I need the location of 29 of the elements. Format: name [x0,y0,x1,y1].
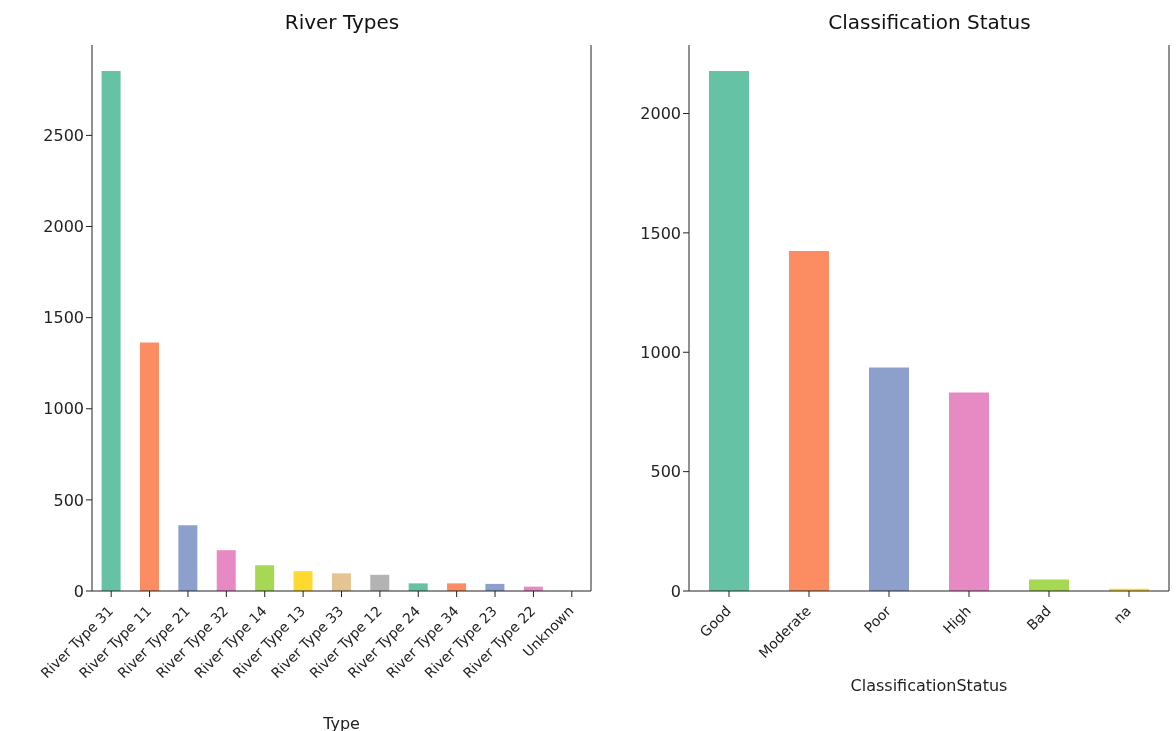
y-tick-label: 2000 [43,217,84,237]
bar [101,71,121,591]
x-tick-label: na [1110,602,1134,627]
bar [255,565,275,591]
bar [709,71,749,591]
y-tick-label: 1000 [43,399,84,419]
y-tick-label: 2500 [43,126,84,146]
chart-title: Classification Status [827,10,1032,34]
bar [216,550,236,591]
bar [408,583,428,591]
bar [370,574,390,591]
bar [293,571,313,591]
chart-title: River Types [283,10,401,34]
bar [178,525,198,591]
y-tick-label: 2000 [640,104,681,124]
y-tick-label: 1000 [640,342,681,362]
y-tick-label: 1500 [640,223,681,243]
bar [447,583,467,591]
bar [949,392,989,591]
y-tick-label: 1500 [43,308,84,328]
x-axis-title: ClassificationStatus [850,676,1008,695]
y-tick-label: 500 [53,490,84,510]
bar [789,251,829,591]
y-tick-label: 0 [73,581,84,601]
bar [331,573,351,591]
bar [139,342,159,591]
y-tick-label: 500 [650,462,681,482]
y-tick-label: 0 [670,581,681,601]
bar [869,367,909,591]
